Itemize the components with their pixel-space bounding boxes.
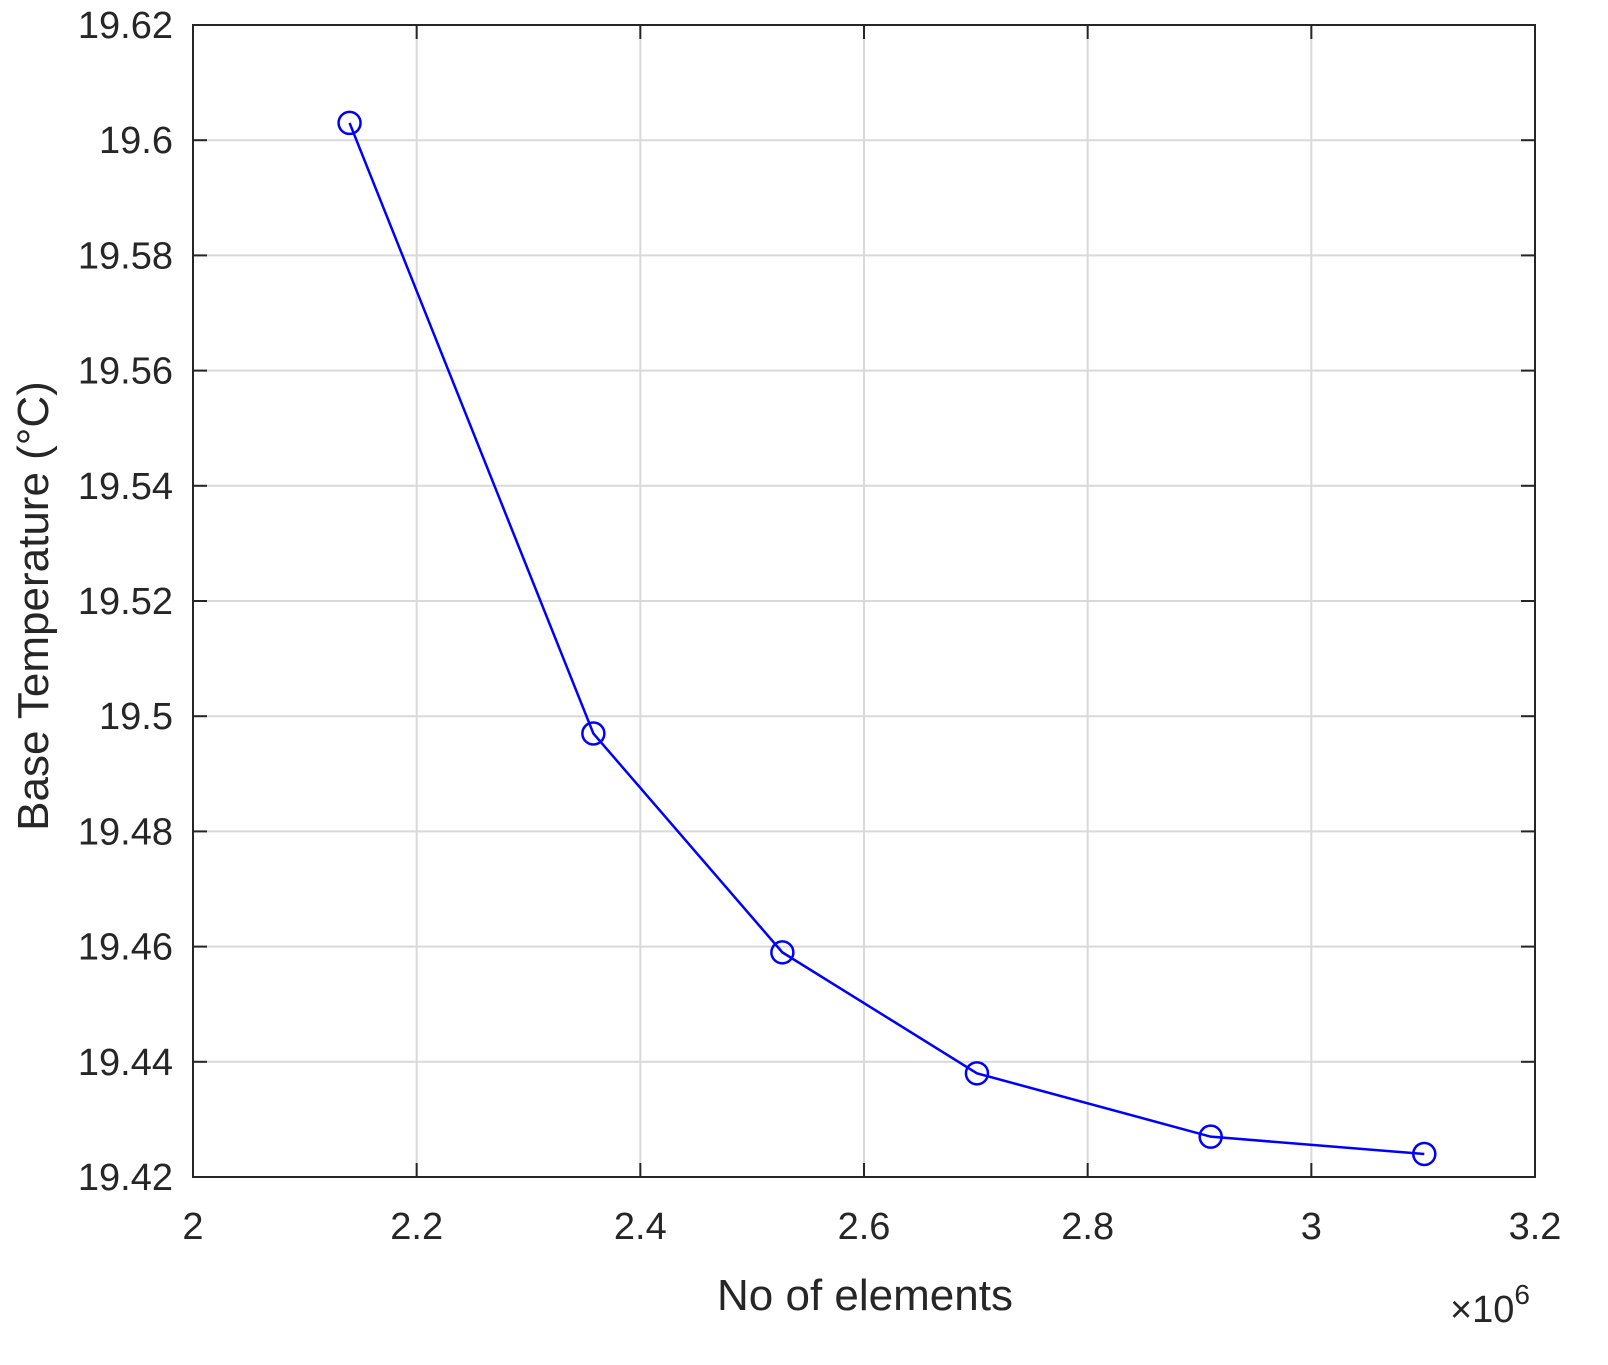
y-tick-label: 19.52: [78, 581, 173, 623]
grid: [193, 25, 1535, 1177]
y-tick-label: 19.54: [78, 466, 173, 508]
plot-area-border: [192, 24, 1536, 1178]
x-tick-labels: 2 2.2 2.4 2.6 2.8 3 3.2: [182, 1206, 1561, 1248]
x-exponent-power: 6: [1514, 1279, 1530, 1310]
y-tick-label: 19.56: [78, 351, 173, 393]
y-tick-label: 19.5: [99, 696, 173, 738]
y-tick-labels: 19.42 19.44 19.46 19.48 19.5 19.52 19.54 19.56 1…: [78, 5, 173, 1199]
x-tick-label: 2.2: [390, 1206, 443, 1248]
y-tick-label: 19.6: [99, 120, 173, 162]
series: [337, 110, 1437, 1167]
data-point-marker: [1412, 1141, 1437, 1167]
data-point-marker: [581, 721, 606, 746]
series-line: [348, 122, 1425, 1156]
x-tick-label: 3: [1301, 1206, 1322, 1248]
y-tick-label: 19.46: [78, 927, 173, 969]
data-point-marker: [770, 940, 795, 965]
y-tick-label: 19.42: [78, 1157, 173, 1199]
x-tick-label: 2: [182, 1206, 203, 1248]
data-point-marker: [337, 110, 362, 136]
data-point-marker: [964, 1061, 990, 1086]
x-tick-label: 2.8: [1061, 1206, 1114, 1248]
data-point-marker: [1198, 1124, 1223, 1149]
y-axis-label: Base Temperature (°C): [9, 381, 58, 831]
y-tick-label: 19.62: [78, 5, 173, 47]
x-axis-label: No of elements: [717, 1271, 1013, 1320]
x-tick-label: 3.2: [1509, 1206, 1562, 1248]
x-exponent-prefix: ×10: [1450, 1289, 1514, 1331]
y-tick-label: 19.48: [78, 811, 173, 853]
y-tick-label: 19.44: [78, 1042, 173, 1084]
y-tick-label: 19.58: [78, 235, 173, 277]
x-tick-label: 2.6: [838, 1206, 891, 1248]
x-tick-label: 2.4: [614, 1206, 667, 1248]
x-exponent-label: ×106: [1450, 1279, 1530, 1331]
